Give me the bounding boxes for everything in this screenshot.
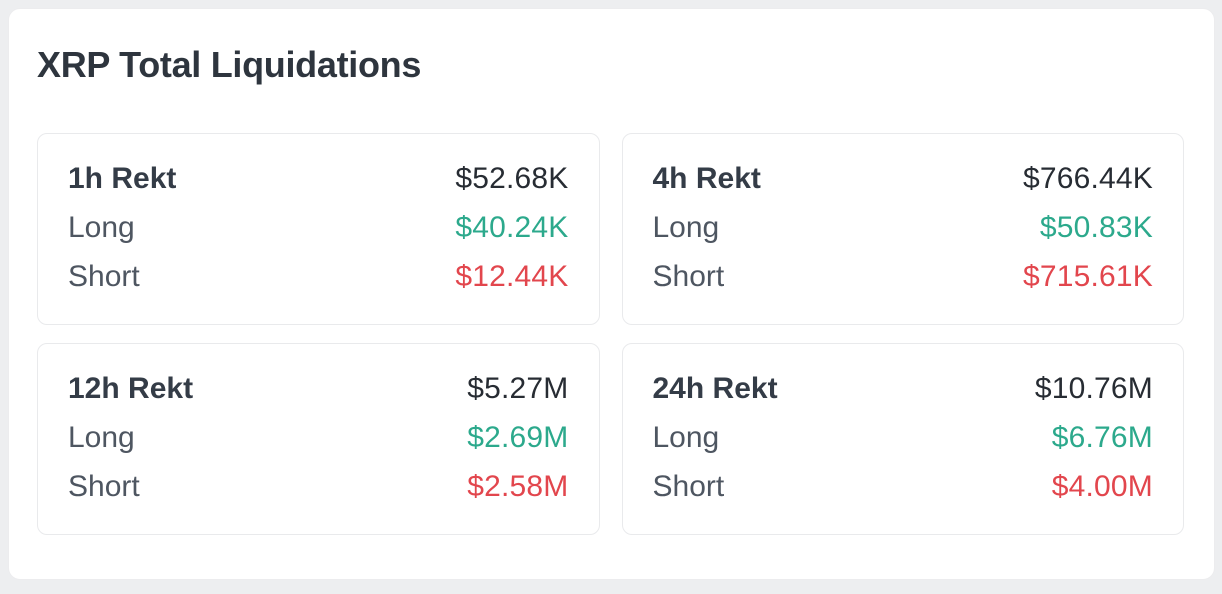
long-label: Long <box>652 211 720 244</box>
short-row: Short $4.00M <box>653 467 1154 507</box>
long-row: Long $40.24K <box>68 208 569 248</box>
cards-grid: 1h Rekt $52.68K Long $40.24K Short $12.4… <box>37 133 1184 535</box>
long-row: Long $2.69M <box>68 418 569 458</box>
rekt-card-4h: 4h Rekt $766.44K Long $50.83K Short $715… <box>621 133 1184 325</box>
long-label: Long <box>652 421 720 454</box>
long-value: $6.76M <box>1051 421 1153 454</box>
short-row: Short $715.61K <box>653 257 1154 297</box>
total-row: 1h Rekt $52.68K <box>68 159 569 199</box>
long-label: Long <box>68 421 135 454</box>
total-value: $52.68K <box>455 162 569 195</box>
long-label: Long <box>68 211 135 244</box>
short-label: Short <box>68 470 140 503</box>
long-value: $40.24K <box>455 211 569 244</box>
page-title: XRP Total Liquidations <box>37 44 422 85</box>
period-label: 4h Rekt <box>652 162 761 195</box>
short-label: Short <box>68 260 140 293</box>
rekt-card-1h: 1h Rekt $52.68K Long $40.24K Short $12.4… <box>37 133 600 325</box>
short-value: $715.61K <box>1022 260 1153 293</box>
total-value: $10.76M <box>1034 372 1153 405</box>
short-value: $4.00M <box>1051 470 1153 503</box>
long-value: $50.83K <box>1039 211 1153 244</box>
liquidations-panel: XRP Total Liquidations 1h Rekt $52.68K L… <box>8 8 1215 580</box>
short-value: $2.58M <box>467 470 569 503</box>
period-label: 24h Rekt <box>652 372 778 405</box>
rekt-card-12h: 12h Rekt $5.27M Long $2.69M Short $2.58M <box>37 343 600 535</box>
short-label: Short <box>652 260 725 293</box>
short-value: $12.44K <box>455 260 569 293</box>
total-row: 24h Rekt $10.76M <box>653 369 1154 409</box>
short-row: Short $2.58M <box>68 467 569 507</box>
short-row: Short $12.44K <box>68 257 569 297</box>
total-row: 4h Rekt $766.44K <box>653 159 1154 199</box>
total-value: $5.27M <box>467 372 569 405</box>
long-value: $2.69M <box>467 421 569 454</box>
short-label: Short <box>652 470 725 503</box>
long-row: Long $50.83K <box>653 208 1154 248</box>
long-row: Long $6.76M <box>653 418 1154 458</box>
rekt-card-24h: 24h Rekt $10.76M Long $6.76M Short $4.00… <box>621 343 1184 535</box>
period-label: 12h Rekt <box>68 372 194 405</box>
period-label: 1h Rekt <box>68 162 177 195</box>
total-value: $766.44K <box>1022 162 1153 195</box>
total-row: 12h Rekt $5.27M <box>68 369 569 409</box>
